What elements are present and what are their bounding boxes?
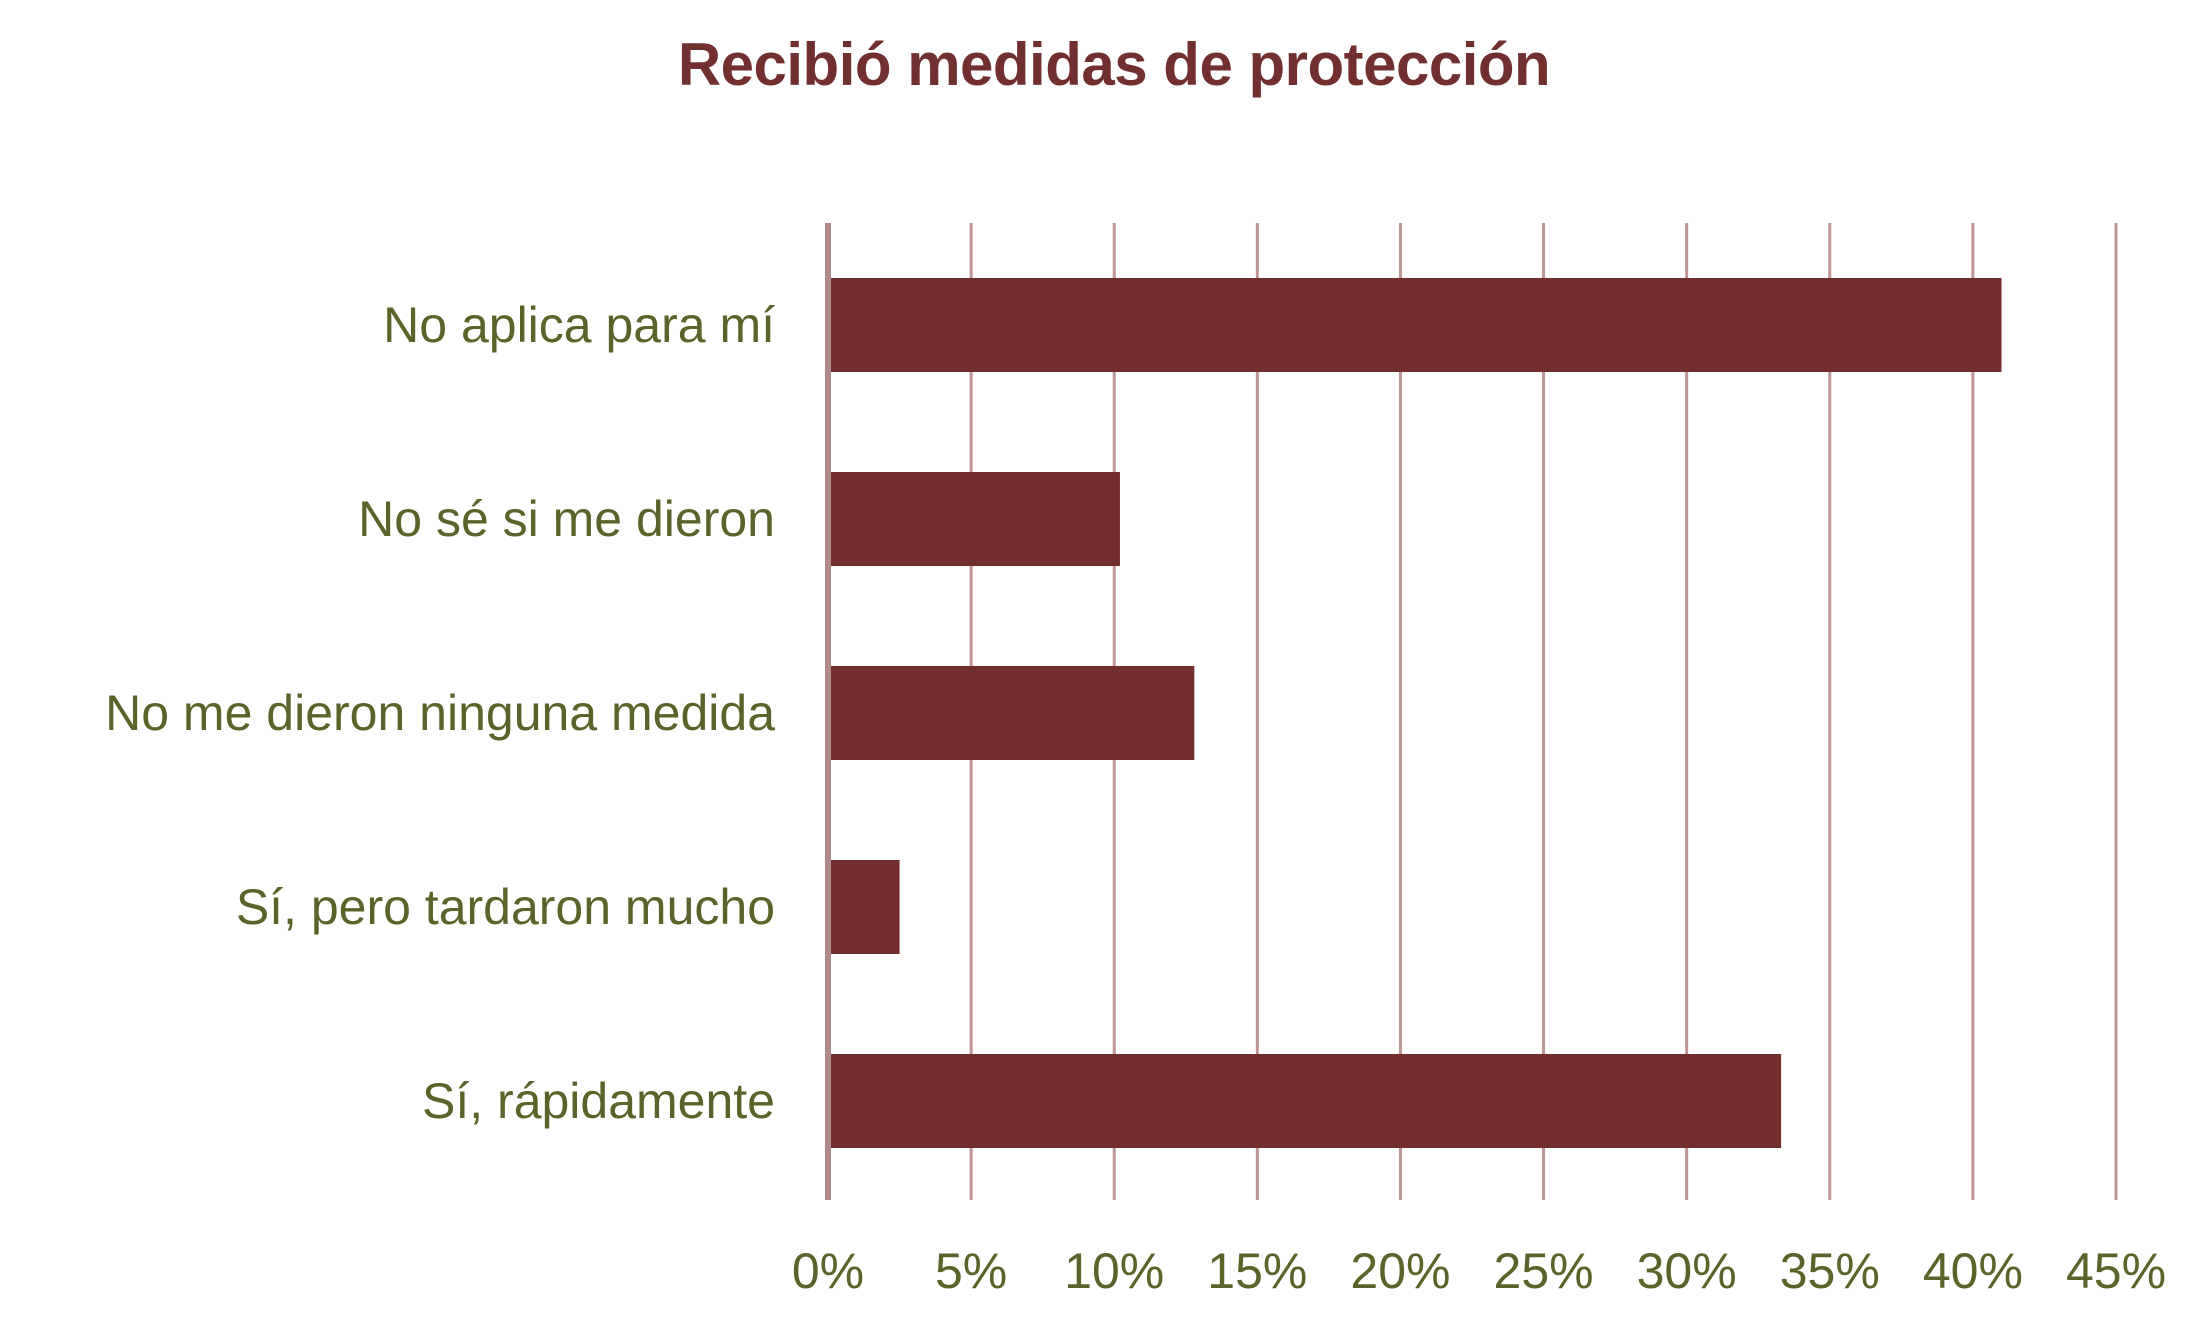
x-tick-label: 35% bbox=[1780, 1243, 1880, 1299]
category-label: Sí, rápidamente bbox=[422, 1073, 775, 1129]
x-tick-label: 0% bbox=[792, 1243, 864, 1299]
bar bbox=[828, 1054, 1782, 1148]
chart-title: Recibió medidas de protección bbox=[677, 31, 1551, 98]
x-tick-label: 25% bbox=[1494, 1243, 1594, 1299]
x-tick-label: 30% bbox=[1637, 1243, 1737, 1299]
x-tick-label: 45% bbox=[2066, 1243, 2166, 1299]
bar bbox=[828, 860, 900, 954]
x-tick-label: 5% bbox=[935, 1243, 1007, 1299]
bar bbox=[828, 278, 2002, 372]
x-tick-label: 15% bbox=[1207, 1243, 1307, 1299]
bar bbox=[828, 472, 1120, 566]
x-tick-label: 40% bbox=[1923, 1243, 2023, 1299]
x-tick-label: 10% bbox=[1064, 1243, 1164, 1299]
bar bbox=[828, 666, 1195, 760]
x-tick-label: 20% bbox=[1350, 1243, 1450, 1299]
category-label: No aplica para mí bbox=[383, 297, 775, 353]
category-label: No me dieron ninguna medida bbox=[105, 685, 775, 741]
category-label: No sé si me dieron bbox=[358, 491, 775, 547]
category-label: Sí, pero tardaron mucho bbox=[236, 879, 775, 935]
